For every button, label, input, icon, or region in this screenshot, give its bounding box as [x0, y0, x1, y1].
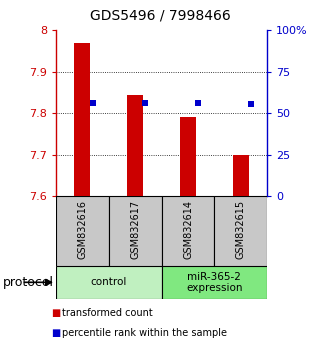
- Text: control: control: [91, 277, 127, 287]
- Text: ■: ■: [52, 308, 60, 318]
- Bar: [162, 266, 267, 299]
- Text: protocol: protocol: [3, 276, 54, 289]
- Bar: [233, 155, 249, 196]
- Text: transformed count: transformed count: [62, 308, 153, 318]
- Bar: [162, 196, 214, 266]
- Text: GSM832616: GSM832616: [77, 200, 87, 259]
- Bar: [56, 266, 162, 299]
- Bar: [75, 42, 90, 196]
- Text: GSM832615: GSM832615: [236, 200, 246, 259]
- Bar: [214, 196, 267, 266]
- Text: GSM832617: GSM832617: [130, 200, 140, 259]
- Bar: [127, 95, 143, 196]
- Text: GDS5496 / 7998466: GDS5496 / 7998466: [90, 9, 230, 23]
- Bar: [180, 118, 196, 196]
- Text: ■: ■: [52, 328, 60, 338]
- Bar: [56, 196, 109, 266]
- Text: GSM832614: GSM832614: [183, 200, 193, 259]
- Text: percentile rank within the sample: percentile rank within the sample: [62, 328, 228, 338]
- Text: miR-365-2
expression: miR-365-2 expression: [186, 272, 243, 293]
- Bar: [109, 196, 162, 266]
